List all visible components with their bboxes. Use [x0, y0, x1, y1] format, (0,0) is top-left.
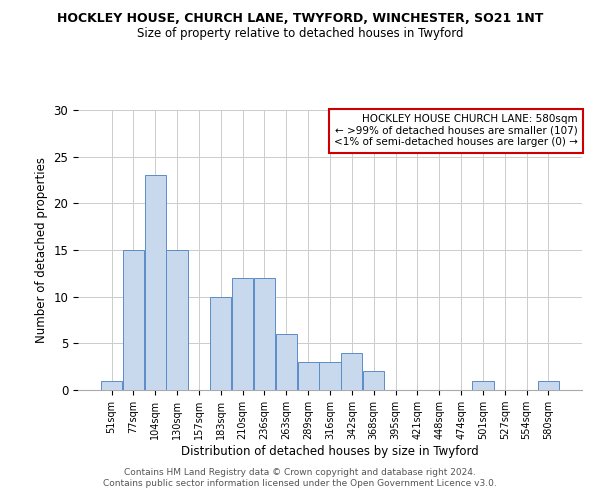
Y-axis label: Number of detached properties: Number of detached properties [35, 157, 48, 343]
Bar [145, 176, 166, 390]
Bar [123, 250, 144, 390]
Bar [472, 380, 494, 390]
Text: HOCKLEY HOUSE, CHURCH LANE, TWYFORD, WINCHESTER, SO21 1NT: HOCKLEY HOUSE, CHURCH LANE, TWYFORD, WIN… [57, 12, 543, 26]
Text: HOCKLEY HOUSE CHURCH LANE: 580sqm
← >99% of detached houses are smaller (107)
<1: HOCKLEY HOUSE CHURCH LANE: 580sqm ← >99%… [334, 114, 578, 148]
Text: Contains HM Land Registry data © Crown copyright and database right 2024.
Contai: Contains HM Land Registry data © Crown c… [103, 468, 497, 487]
Bar [101, 380, 122, 390]
Bar [210, 296, 232, 390]
Bar [298, 362, 319, 390]
Bar [232, 278, 253, 390]
Bar [166, 250, 188, 390]
Bar [276, 334, 297, 390]
X-axis label: Distribution of detached houses by size in Twyford: Distribution of detached houses by size … [181, 445, 479, 458]
Bar [254, 278, 275, 390]
Text: Size of property relative to detached houses in Twyford: Size of property relative to detached ho… [137, 28, 463, 40]
Bar [538, 380, 559, 390]
Bar [341, 352, 362, 390]
Bar [363, 372, 384, 390]
Bar [319, 362, 341, 390]
